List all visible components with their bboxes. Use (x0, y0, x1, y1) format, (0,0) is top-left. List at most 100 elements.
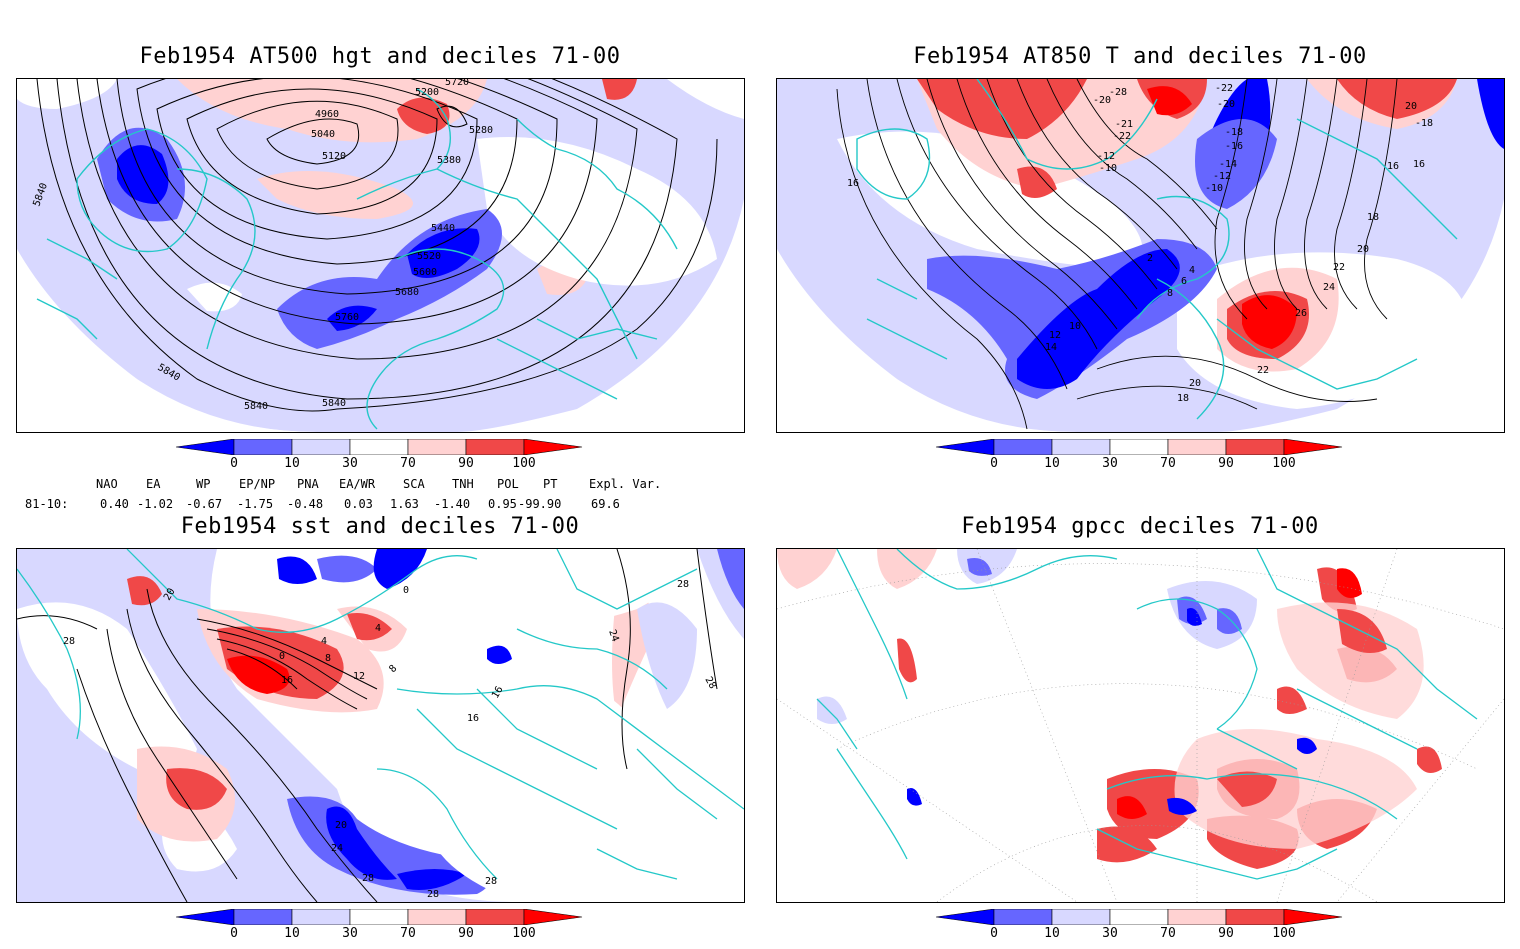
contour-label: 28 (63, 636, 75, 647)
contour-label: 20 (162, 587, 178, 603)
index-value: 69.6 (591, 497, 620, 511)
contour-label: 5040 (311, 129, 335, 140)
shade-light-red (777, 549, 837, 589)
contour-label: -18 (1415, 118, 1433, 129)
index-header: EA (146, 477, 161, 491)
colorbar-tick: 0 (990, 456, 998, 471)
contour-label: 28 (427, 889, 439, 900)
shade-light-red (877, 549, 937, 589)
contour-label: 5380 (437, 155, 461, 166)
shade-light-red (1174, 729, 1417, 849)
shade-mid-red (602, 79, 637, 100)
colorbar-tick: 10 (284, 926, 300, 941)
index-header: NAO (96, 477, 118, 491)
shade-mid-red (347, 613, 392, 641)
colorbar-tick: 100 (512, 926, 536, 941)
index-header: PNA (297, 477, 319, 491)
colorbar-tick: 70 (1160, 456, 1176, 471)
shade-deep-blue (1017, 249, 1180, 389)
shade-mid-blue (1217, 608, 1242, 634)
colorbar-tick: 70 (1160, 926, 1176, 941)
contour-label: 28 (485, 876, 497, 887)
shade-mid-blue (1195, 119, 1277, 209)
contour-label: 16 (490, 685, 506, 701)
contour-label: -16 (1225, 141, 1243, 152)
shade-deep-blue (907, 788, 922, 806)
contour-label: -22 (1113, 131, 1131, 142)
index-value: 0.95 (488, 497, 517, 511)
contour-label: 5280 (469, 125, 493, 136)
contour-label: -28 (1109, 87, 1127, 98)
contour-label: 24 (606, 628, 620, 643)
contour-label: 4 (321, 636, 327, 647)
colorbar-tick: 30 (1102, 456, 1118, 471)
contour-label: 16 (1413, 159, 1425, 170)
shade-mid-red (166, 768, 227, 810)
index-value: -1.40 (434, 497, 471, 511)
hemisphere-mask (457, 209, 744, 432)
shade-deep-red (1147, 86, 1192, 116)
hemisphere-mask (777, 259, 1077, 432)
index-header: SCA (403, 477, 425, 491)
contour-label: 10 (1069, 321, 1081, 332)
shade-light-blue (637, 602, 697, 709)
index-value: 0.03 (344, 497, 373, 511)
shade-deep-blue (327, 305, 377, 331)
contour-label: 20 (1357, 244, 1369, 255)
map-at500-hgt: 5840 5720 4960 5200 5280 5040 5380 5120 … (16, 78, 745, 433)
shade-deep-blue (1477, 79, 1504, 149)
shade-deep-blue (373, 549, 427, 589)
colorbar-tick: 10 (284, 456, 300, 471)
contour-label: -12 (1213, 171, 1231, 182)
colorbar-panel3: 0 10 30 70 90 100 (175, 908, 596, 949)
contour-label: 26 (1295, 308, 1307, 319)
shade-mid-red (1017, 166, 1057, 198)
colorbar-tick: 0 (230, 926, 238, 941)
contour-label: -22 (1215, 83, 1233, 94)
contour-label: 8 (325, 653, 331, 664)
shade-white (837, 131, 1143, 269)
panel-title-at850: Feb1954 AT850 T and deciles 71-00 (913, 44, 1367, 69)
contour-label: -10 (1205, 183, 1223, 194)
index-value: -1.02 (137, 497, 174, 511)
shade-deep-blue (487, 645, 512, 664)
contour-label: 0 (279, 651, 285, 662)
index-header: Expl. Var. (589, 477, 662, 491)
contour-label: 5760 (335, 312, 359, 323)
shade-mid-red (127, 576, 162, 606)
index-header: WP (196, 477, 211, 491)
contour-label: 14 (1045, 342, 1057, 353)
contour-label: 5680 (395, 287, 419, 298)
shade-mid-red (1417, 746, 1442, 773)
contour-label: 4 (375, 623, 381, 634)
hemisphere-mask (17, 259, 317, 432)
contour-label: 20 (335, 820, 347, 831)
contour-label: 18 (1177, 393, 1189, 404)
shade-deep-blue (277, 556, 317, 584)
contour-label: 5120 (322, 151, 346, 162)
contour-label: 24 (1323, 282, 1335, 293)
colorbar-tick: 30 (342, 456, 358, 471)
shade-mid-blue (317, 555, 377, 583)
colorbar-tick: 10 (1044, 456, 1060, 471)
contour-label: 16 (467, 713, 479, 724)
shade-light-red (1277, 602, 1424, 719)
shade-white (477, 137, 717, 286)
panel-title-gpcc: Feb1954 gpcc deciles 71-00 (961, 514, 1319, 539)
contour-label: 16 (847, 178, 859, 189)
colorbar-tick: 100 (1272, 456, 1296, 471)
shade-mid-red (897, 638, 917, 683)
index-value: -0.67 (186, 497, 223, 511)
colorbar-tick: 100 (1272, 926, 1296, 941)
contour-label: 4960 (315, 109, 339, 120)
panel-title-at500: Feb1954 AT500 hgt and deciles 71-00 (139, 44, 621, 69)
contour-label: 20 (1189, 378, 1201, 389)
colorbar-tick: 90 (1218, 456, 1234, 471)
colorbar-tick: 90 (458, 926, 474, 941)
land-mask (437, 549, 697, 629)
map-sst: 20 28 0 4 8 12 16 0 4 8 16 16 24 28 28 2… (16, 548, 745, 903)
contour-label: 5440 (431, 223, 455, 234)
shade-mid-red (1317, 567, 1357, 613)
contour-label: 28 (702, 675, 718, 691)
colorbar-tick: 90 (1218, 926, 1234, 941)
